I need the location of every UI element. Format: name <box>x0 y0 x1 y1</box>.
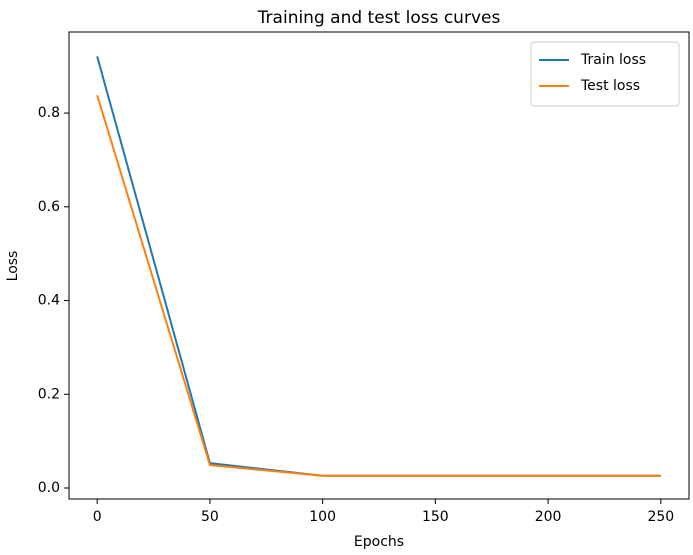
plot-frame <box>68 31 690 500</box>
y-axis-label: Loss <box>5 251 21 282</box>
x-tick-label: 150 <box>422 509 449 525</box>
legend-box <box>530 41 680 107</box>
y-tick-label: 0.2 <box>38 386 60 402</box>
x-tick-label: 50 <box>201 509 219 525</box>
y-tick-label: 0.8 <box>38 105 60 121</box>
x-tick-label: 0 <box>93 509 102 525</box>
x-tick-label: 200 <box>535 509 562 525</box>
x-tick-label: 250 <box>647 509 674 525</box>
y-tick-label: 0.4 <box>38 293 60 309</box>
x-axis-label: Epochs <box>354 534 404 550</box>
y-tick-label: 0.0 <box>38 480 60 496</box>
legend-label: Test loss <box>580 78 640 94</box>
y-tick-label: 0.6 <box>38 199 60 215</box>
legend-label: Train loss <box>580 52 646 68</box>
line-series <box>96 56 661 477</box>
x-tick-label: 100 <box>309 509 336 525</box>
chart-title: Training and test loss curves <box>257 8 501 28</box>
line-series <box>96 94 661 477</box>
